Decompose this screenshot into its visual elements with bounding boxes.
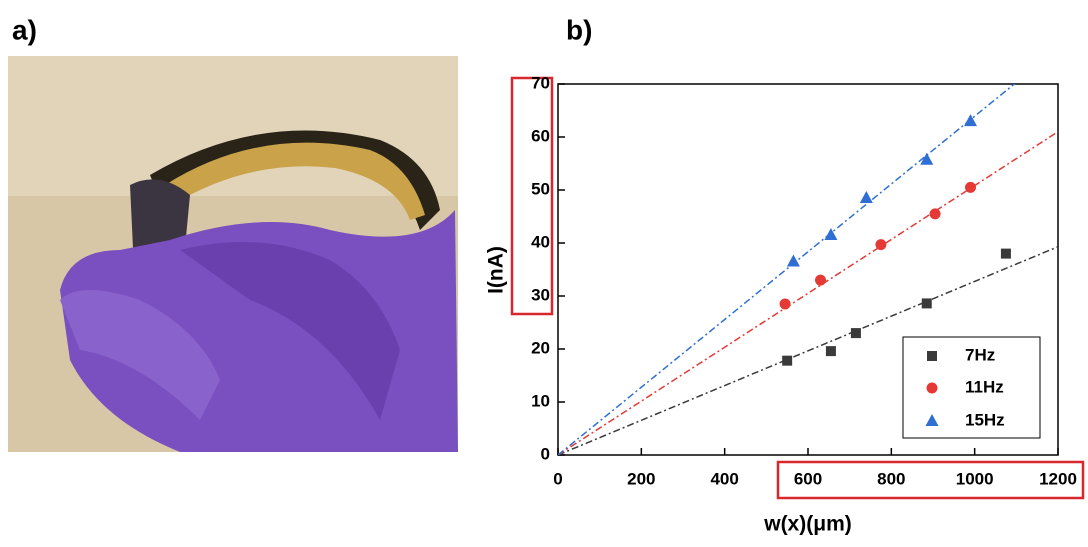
marker (965, 181, 976, 193)
y-tick-label: 0 (541, 444, 550, 463)
highlight-box (776, 460, 1085, 500)
marker (921, 298, 932, 309)
fit-line (558, 84, 1016, 455)
y-tick-label: 10 (531, 391, 550, 410)
legend-label: 11Hz (965, 377, 1004, 396)
fit-line (558, 246, 1058, 455)
marker (815, 274, 826, 286)
marker (825, 346, 836, 357)
y-axis-title: I(nA) (485, 246, 508, 294)
marker (929, 208, 941, 220)
x-tick-label: 400 (710, 469, 738, 488)
y-tick-label: 20 (531, 338, 550, 357)
y-tick-label: 30 (531, 285, 550, 304)
x-tick-label: 200 (627, 469, 655, 488)
legend-marker (926, 382, 938, 394)
marker (786, 254, 800, 267)
y-tick-label: 40 (531, 232, 550, 251)
marker (859, 190, 873, 203)
marker (875, 239, 887, 251)
marker (920, 152, 934, 165)
highlight-box (510, 76, 554, 316)
y-tick-label: 70 (531, 73, 550, 92)
x-tick-label: 1200 (1039, 469, 1077, 488)
x-tick-label: 1000 (956, 469, 994, 488)
panel-label: b) (566, 14, 592, 45)
marker (1000, 248, 1011, 259)
x-tick-label: 600 (794, 469, 822, 488)
marker (779, 298, 791, 310)
legend (902, 336, 1041, 439)
plot: 0 200 400 600 800 1000 1200 0 10 20 30 40 50 60 70 7Hz 1… (531, 73, 1077, 488)
legend-label: 15Hz (965, 410, 1005, 429)
legend-label: 7Hz (965, 345, 995, 364)
marker (824, 228, 838, 241)
x-tick-label: 0 (553, 469, 562, 488)
x-axis-title: w(x)(μm) (763, 513, 852, 536)
marker (782, 355, 793, 366)
x-tick-label: 800 (877, 469, 905, 488)
y-tick-label: 60 (531, 126, 550, 145)
legend-marker (925, 414, 939, 426)
legend-marker (927, 351, 937, 361)
marker (850, 328, 861, 339)
photo (8, 56, 458, 452)
y-tick-label: 50 (531, 179, 550, 198)
panel-label: a) (12, 14, 37, 45)
marker (964, 114, 977, 127)
